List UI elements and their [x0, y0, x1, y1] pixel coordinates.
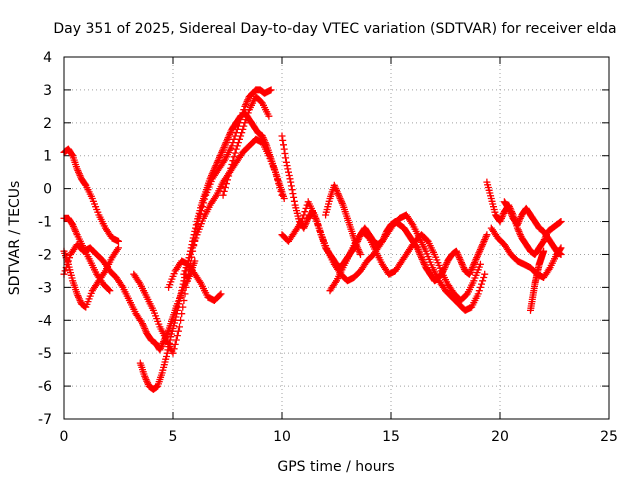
series-track-h: [165, 257, 225, 304]
y-tick-label: 1: [43, 149, 52, 165]
y-tick-label: -4: [38, 313, 52, 329]
marker-path-track-c: [60, 145, 122, 245]
series-track-q: [527, 247, 548, 314]
y-tick-label: 4: [43, 50, 52, 66]
series-track-k: [278, 198, 489, 314]
marker-path-track-o: [487, 224, 565, 281]
x-tick-label: 25: [600, 429, 618, 445]
y-tick-label: -3: [38, 280, 52, 296]
y-tick-label: -2: [38, 247, 52, 263]
x-tick-label: 20: [491, 429, 509, 445]
x-tick-label: 10: [273, 429, 291, 445]
y-tick-label: -5: [38, 346, 52, 362]
y-axis-label: SDTVAR / TECUs: [7, 181, 23, 296]
data-markers: [60, 86, 565, 393]
series-track-c: [60, 145, 122, 245]
y-tick-label: -1: [38, 215, 52, 231]
plot-frame: [63, 56, 610, 420]
series-track-o: [487, 224, 565, 281]
marker-path-track-q: [527, 247, 548, 314]
y-tick-label: 2: [43, 116, 52, 132]
y-tick-label: 3: [43, 83, 52, 99]
marker-path-track-p: [500, 198, 565, 258]
chart-title: Day 351 of 2025, Sidereal Day-to-day VTE…: [53, 21, 616, 37]
x-tick-label: 0: [60, 429, 69, 445]
x-tick-label: 5: [169, 429, 178, 445]
y-tick-label: 0: [43, 182, 52, 198]
series-track-m: [322, 181, 364, 258]
marker-path-track-i: [219, 93, 273, 199]
grid-lines: [64, 57, 609, 419]
y-tick-label: -6: [38, 379, 52, 395]
marker-path-track-h: [165, 257, 225, 304]
marker-path-track-m: [322, 181, 364, 258]
marker-path-track-l: [326, 227, 484, 304]
y-tick-label: -7: [38, 412, 52, 428]
series-track-p: [500, 198, 565, 258]
marker-path-track-k: [278, 198, 489, 314]
x-tick-label: 15: [382, 429, 400, 445]
x-axis-label: GPS time / hours: [277, 459, 394, 475]
series-track-l: [326, 227, 484, 304]
series-track-i: [219, 93, 273, 199]
